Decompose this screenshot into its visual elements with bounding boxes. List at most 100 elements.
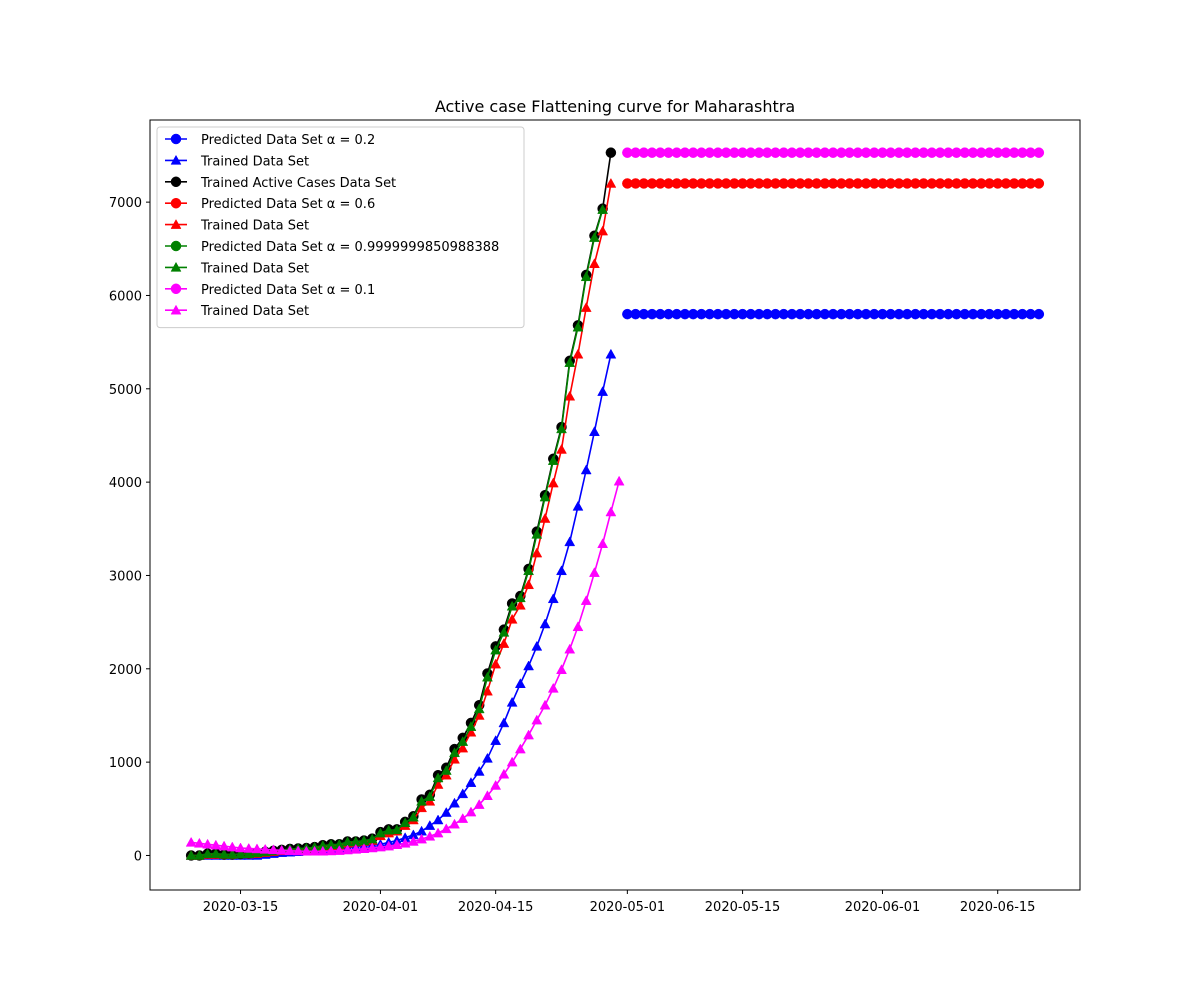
legend-marker <box>170 154 182 165</box>
plot-area: 0 1000 2000 3000 4000 5000 6000 7000 2020-03-15 2… <box>109 119 1081 915</box>
data-point <box>284 845 296 856</box>
data-point <box>391 839 403 849</box>
data-point <box>539 491 551 502</box>
data-point <box>498 638 510 648</box>
data-point <box>473 765 485 776</box>
data-point <box>556 443 567 454</box>
data-point <box>506 600 518 611</box>
data-point <box>366 842 378 853</box>
data-point <box>226 841 238 852</box>
data-point <box>498 768 510 779</box>
data-point <box>564 390 576 401</box>
data-point <box>185 849 197 860</box>
legend-marker <box>170 176 182 188</box>
data-point <box>597 538 609 548</box>
data-point <box>580 271 592 282</box>
data-point <box>416 795 428 806</box>
legend-entry: Predicted Data Set α = 0.2 <box>165 133 375 148</box>
data-point <box>399 837 411 848</box>
data-point <box>325 845 337 856</box>
data-point <box>218 848 230 859</box>
data-point <box>547 477 559 488</box>
y-tick-label: 5000 <box>109 383 142 398</box>
data-point <box>202 848 214 859</box>
series-3 <box>622 178 1045 189</box>
data-point <box>523 579 535 590</box>
series-8 <box>185 475 625 856</box>
data-point <box>1033 308 1045 320</box>
data-point <box>424 830 436 841</box>
data-point <box>514 599 526 610</box>
data-point <box>482 685 493 696</box>
data-point <box>547 682 559 693</box>
legend-entry: Trained Active Cases Data Set <box>165 176 396 191</box>
data-point <box>539 513 551 523</box>
data-point <box>449 818 460 829</box>
data-point <box>531 547 543 558</box>
data-point <box>243 842 255 853</box>
legend-label: Predicted Data Set α = 0.6 <box>201 197 375 212</box>
data-point <box>523 660 535 671</box>
data-point <box>539 618 551 629</box>
data-point <box>531 714 543 725</box>
x-tick-label: 2020-05-15 <box>705 900 781 915</box>
legend-marker <box>170 304 182 315</box>
data-point <box>383 840 395 851</box>
y-tick-label: 3000 <box>109 569 142 584</box>
legend-entry: Trained Data Set <box>165 219 309 234</box>
legend-label: Predicted Data Set α = 0.2 <box>201 133 375 148</box>
data-point <box>597 386 609 396</box>
data-point <box>482 671 493 682</box>
data-point <box>276 844 288 855</box>
legend: Predicted Data Set α = 0.2 Trained Data S… <box>156 126 525 329</box>
data-point <box>391 824 403 835</box>
data-point <box>572 500 584 511</box>
data-point <box>424 791 436 801</box>
data-point <box>523 729 535 740</box>
data-point <box>556 565 567 576</box>
data-point <box>399 817 411 828</box>
legend-label: Predicted Data Set α = 0.1 <box>201 283 375 298</box>
data-point <box>333 845 345 855</box>
x-tick-label: 2020-06-01 <box>845 900 921 915</box>
x-tick-label: 2020-04-01 <box>343 900 419 915</box>
data-point <box>440 823 452 834</box>
data-point <box>342 844 353 855</box>
data-point <box>588 232 600 242</box>
legend-entry: Predicted Data Set α = 0.999999985098838… <box>165 240 499 255</box>
data-point <box>457 788 469 799</box>
data-point <box>193 837 205 848</box>
data-point <box>218 840 230 851</box>
data-point <box>235 848 246 859</box>
data-point <box>588 426 600 436</box>
data-point <box>556 664 567 674</box>
data-point <box>259 843 271 854</box>
data-point <box>350 843 362 854</box>
data-point <box>564 357 576 367</box>
x-tick-label: 2020-06-15 <box>960 900 1036 915</box>
data-point <box>465 806 477 817</box>
data-point <box>597 225 609 236</box>
data-point <box>449 747 460 758</box>
data-point <box>424 820 436 830</box>
data-point <box>457 736 469 746</box>
data-point <box>473 799 485 809</box>
data-point <box>498 626 510 637</box>
data-point <box>514 592 526 603</box>
y-tick-label: 6000 <box>109 289 142 304</box>
data-point <box>514 678 526 688</box>
x-tick-label: 2020-03-15 <box>203 900 279 915</box>
data-point <box>514 743 526 754</box>
data-point <box>457 742 469 753</box>
data-point <box>564 643 576 654</box>
data-point <box>572 321 584 332</box>
data-point <box>547 455 559 465</box>
data-point <box>506 613 518 624</box>
y-tick-label: 4000 <box>109 476 142 491</box>
legend-entry: Predicted Data Set α = 0.1 <box>165 283 375 298</box>
data-point <box>572 348 584 359</box>
data-point <box>243 848 255 859</box>
data-point <box>440 765 452 775</box>
data-point <box>358 843 370 853</box>
legend-entry: Trained Data Set <box>165 261 309 276</box>
